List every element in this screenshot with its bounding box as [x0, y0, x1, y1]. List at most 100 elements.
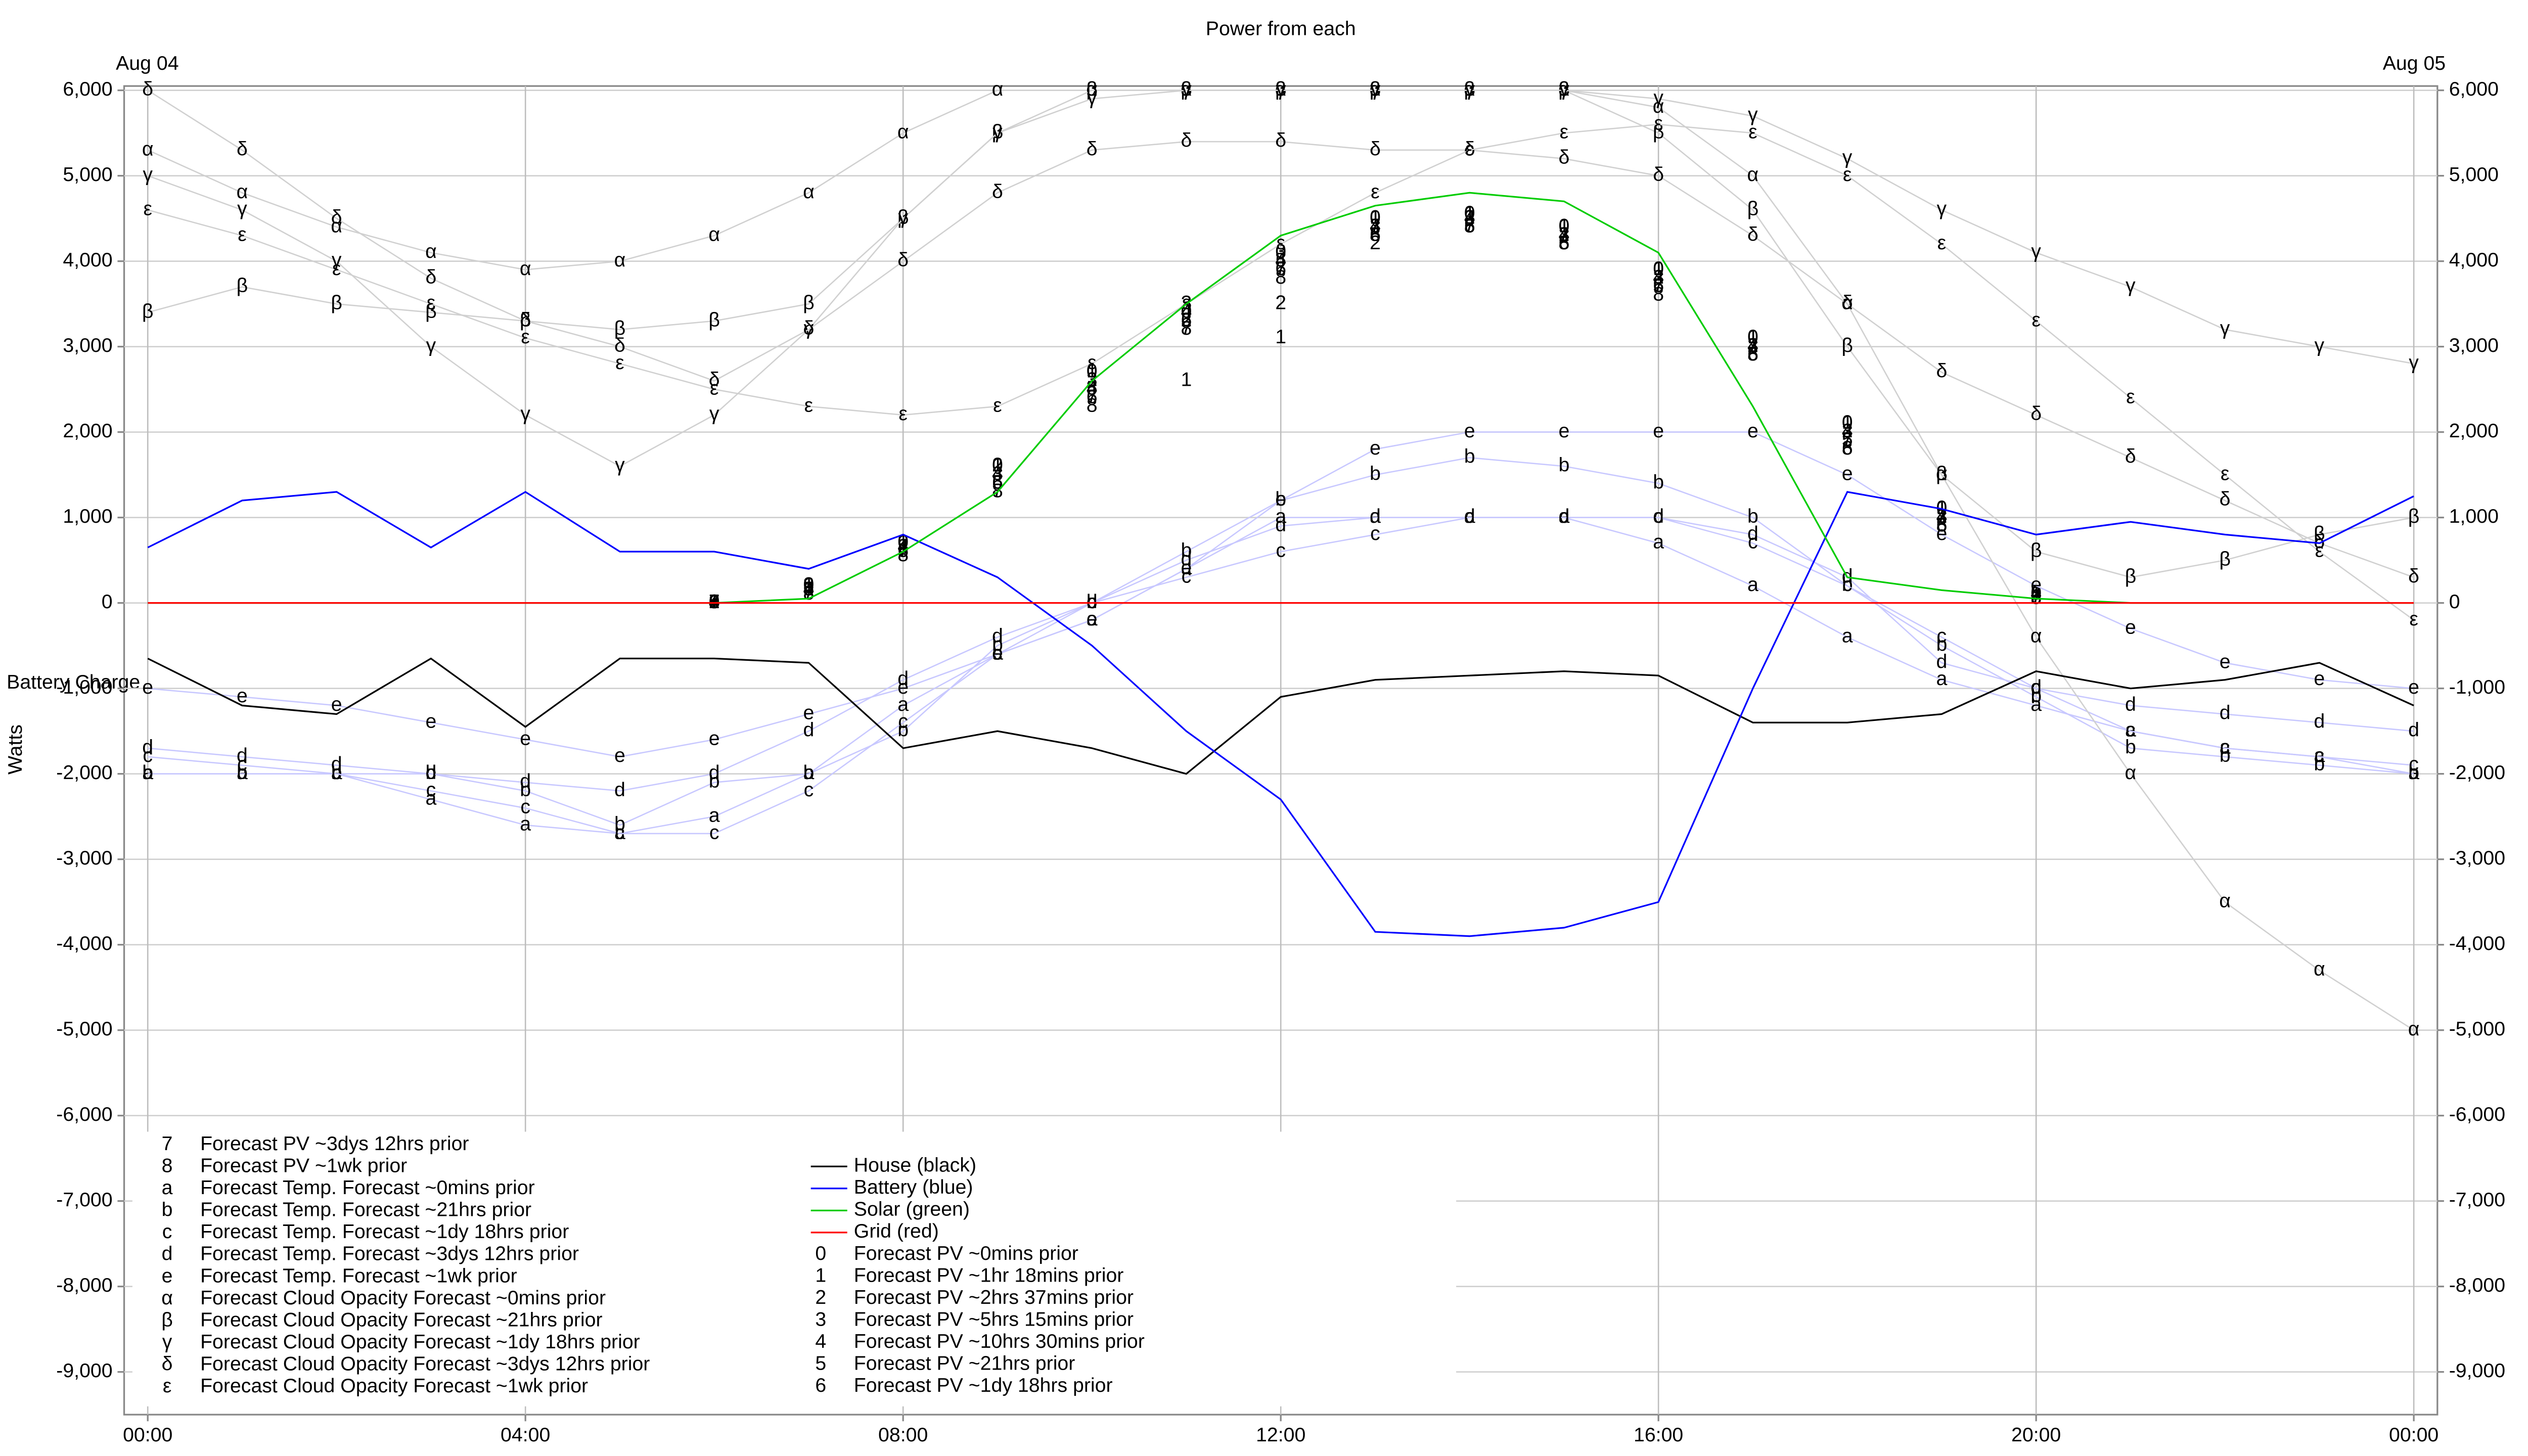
legend-label: Forecast Temp. Forecast ~1dy 18hrs prior: [200, 1220, 569, 1243]
series-marker: δ: [1936, 360, 1947, 382]
legend-symbol: d: [162, 1243, 173, 1265]
series-marker: δ: [142, 78, 153, 100]
series-marker: γ: [709, 402, 719, 425]
series-marker: d: [237, 744, 248, 766]
y-tick-label: -8,000: [56, 1274, 112, 1296]
legend-symbol: β: [161, 1308, 173, 1331]
series-marker: e: [992, 642, 1003, 664]
series-marker: d: [2125, 693, 2136, 715]
legend-symbol: 8: [162, 1155, 173, 1177]
series-marker: 6: [1370, 223, 1381, 245]
legend-label: Forecast PV ~3dys 12hrs prior: [200, 1132, 469, 1155]
series-marker: 1: [1464, 202, 1475, 224]
series-marker: ε: [2315, 539, 2324, 562]
y-tick-label: -2,000: [2449, 761, 2505, 784]
series-marker: ε: [2126, 385, 2135, 407]
series-marker: 5: [1936, 514, 1947, 536]
series-marker: 6: [1464, 214, 1475, 237]
series-marker: c: [237, 753, 247, 775]
series-line: [147, 123, 2414, 621]
series-marker: c: [2220, 736, 2230, 758]
series-marker: δ: [2408, 565, 2419, 587]
legend-symbol: 5: [815, 1352, 826, 1374]
series-marker: β: [1747, 198, 1759, 220]
series-marker: d: [1747, 522, 1758, 544]
y-tick-label: 1,000: [2449, 505, 2499, 527]
series-marker: a: [1275, 505, 1286, 527]
legend-symbol: 4: [815, 1330, 826, 1352]
series-marker: b: [142, 761, 153, 784]
series-marker: 7: [1936, 505, 1947, 527]
series-marker: β: [1370, 78, 1381, 100]
y-tick-label: 0: [2449, 590, 2460, 613]
series-marker: 1: [992, 454, 1003, 476]
y-tick-label: -9,000: [56, 1359, 112, 1382]
series-marker: α: [2125, 761, 2137, 784]
series-marker: 3: [1370, 214, 1381, 237]
series-marker: 3: [1558, 223, 1569, 245]
series-marker: 8: [1558, 232, 1569, 254]
series-line: [148, 431, 2414, 758]
series-marker: a: [2314, 744, 2325, 766]
series-marker: ε: [1371, 180, 1380, 203]
series-marker: γ: [1653, 86, 1663, 109]
series-marker: 8: [1747, 343, 1758, 365]
series-marker: e: [1558, 420, 1569, 442]
series-marker: a: [1747, 573, 1758, 596]
series-marker: 1: [1181, 369, 1192, 391]
series-marker: ε: [1748, 121, 1757, 143]
y-tick-label: -4,000: [56, 932, 112, 954]
series-marker: 6: [1842, 437, 1853, 459]
series-marker: 2: [1275, 292, 1286, 314]
series-line: [147, 89, 2414, 467]
series-marker: δ: [237, 138, 248, 160]
series-marker: b: [1181, 539, 1192, 562]
series-marker: 5: [1087, 377, 1098, 399]
series-marker: 0: [1842, 411, 1853, 433]
series-marker: 7: [897, 539, 909, 562]
series-marker: ε: [1843, 163, 1852, 186]
series-marker: α: [614, 249, 626, 271]
series-marker: δ: [426, 266, 437, 288]
series-marker: 1: [1936, 496, 1947, 519]
series-marker: 0: [803, 573, 815, 596]
series-marker: 8: [992, 479, 1003, 502]
series-marker: e: [142, 676, 153, 698]
x-tick-label: 04:00: [501, 1424, 550, 1446]
series-marker: e: [520, 727, 531, 749]
series-marker: δ: [1464, 138, 1475, 160]
series-marker: β: [1181, 78, 1192, 100]
legend-symbol: 3: [815, 1308, 826, 1330]
series-marker: α: [1841, 292, 1853, 314]
series-marker: d: [2220, 702, 2231, 724]
series-marker: δ: [1087, 138, 1098, 160]
series-marker: 0: [1558, 214, 1569, 237]
series-marker: a: [1842, 625, 1853, 647]
series-marker: γ: [804, 317, 814, 339]
series-marker: c: [1465, 505, 1475, 527]
series-marker: δ: [992, 180, 1003, 203]
series-marker: e: [1181, 556, 1192, 578]
series-marker: γ: [1559, 78, 1569, 100]
series-marker: δ: [2030, 402, 2042, 425]
series-marker: c: [332, 761, 342, 784]
series-marker: ε: [1182, 292, 1191, 314]
legend-label: Forecast Temp. Forecast ~1wk prior: [200, 1264, 517, 1287]
series-marker: α: [1181, 78, 1192, 100]
series-marker: α: [2408, 1018, 2420, 1040]
series-marker: β: [708, 308, 720, 331]
series-marker: 5: [803, 578, 815, 600]
series-marker: e: [331, 693, 342, 715]
series-marker: 4: [1464, 206, 1475, 229]
series-marker: ε: [1465, 138, 1474, 160]
series-marker: 8: [1842, 437, 1853, 459]
legend-label: Forecast PV ~1hr 18mins prior: [854, 1264, 1124, 1286]
legend-label: Grid (red): [854, 1220, 939, 1242]
series-marker: γ: [1937, 198, 1947, 220]
series-marker: β: [1275, 78, 1287, 100]
legend-symbol: ε: [163, 1375, 172, 1397]
series-marker: e: [614, 744, 625, 766]
series-marker: 8: [897, 543, 909, 566]
series-marker: 1: [709, 590, 720, 613]
series-marker: δ: [1370, 138, 1381, 160]
